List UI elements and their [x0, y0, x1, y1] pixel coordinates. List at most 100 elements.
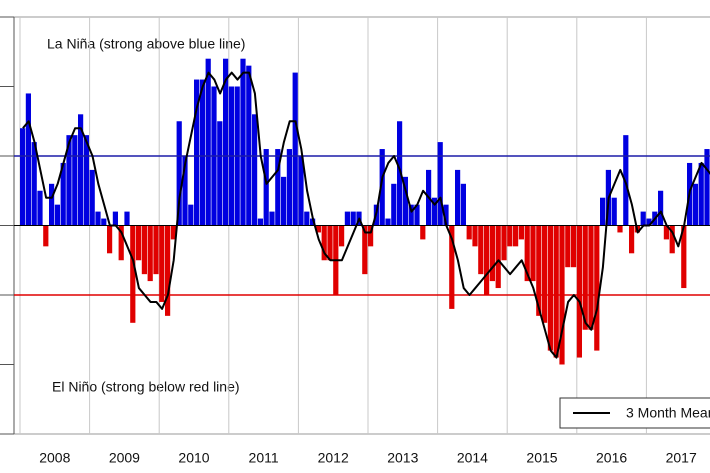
bar	[286, 149, 292, 226]
bar	[147, 225, 153, 282]
bar	[640, 211, 646, 226]
bar	[20, 128, 26, 226]
bar	[275, 149, 281, 226]
bar	[513, 225, 519, 247]
bar	[449, 225, 455, 309]
bar	[269, 211, 275, 226]
bar	[327, 225, 333, 261]
bar	[344, 211, 350, 226]
bar	[658, 190, 664, 226]
bar	[600, 197, 606, 226]
bar	[95, 211, 101, 226]
bar	[165, 225, 171, 316]
bar	[31, 142, 37, 226]
bar	[124, 211, 130, 226]
bar	[571, 225, 577, 268]
bar	[466, 225, 472, 240]
bar	[623, 135, 629, 226]
bar	[536, 225, 542, 316]
bar	[83, 135, 89, 226]
la-nina-note: La Niña (strong above blue line)	[47, 36, 245, 52]
bar	[408, 204, 414, 226]
bar	[397, 121, 403, 226]
bar	[663, 225, 669, 240]
bar	[484, 225, 490, 295]
bar	[339, 225, 345, 247]
x-tick-label: 2010	[178, 450, 209, 466]
bar	[78, 114, 84, 226]
x-tick-label: 2015	[526, 450, 557, 466]
bar	[66, 135, 72, 226]
bar	[611, 197, 617, 226]
bar	[252, 114, 258, 226]
bar	[199, 79, 205, 226]
x-tick-label: 2014	[457, 450, 488, 466]
x-tick-label: 2013	[387, 450, 418, 466]
bar	[530, 225, 536, 282]
bar	[43, 225, 49, 247]
bar	[112, 211, 118, 226]
bar	[176, 121, 182, 226]
bar	[182, 156, 188, 226]
x-tick-label: 2008	[39, 450, 70, 466]
bar	[281, 176, 287, 226]
bar	[431, 197, 437, 226]
bar	[588, 225, 594, 330]
bar	[25, 93, 31, 226]
bar	[542, 225, 548, 323]
bar	[692, 183, 698, 226]
legend-label: 3 Month Mean	[626, 405, 710, 421]
bar	[101, 218, 107, 226]
bar	[368, 225, 374, 247]
bar	[54, 204, 60, 226]
bar	[669, 225, 675, 254]
bar	[310, 218, 316, 226]
bar	[240, 58, 246, 226]
bar	[455, 169, 461, 226]
bar	[507, 225, 513, 247]
bar	[223, 58, 229, 226]
bar	[72, 135, 78, 226]
mean-line	[22, 71, 710, 359]
bar	[136, 225, 142, 261]
bar	[402, 176, 408, 226]
bar	[565, 225, 571, 268]
bar	[159, 225, 165, 302]
x-tick-label: 2011	[249, 450, 279, 466]
bar	[194, 79, 200, 226]
bar	[298, 156, 304, 226]
bar	[141, 225, 147, 275]
bar	[321, 225, 327, 261]
bar	[385, 218, 391, 226]
bar	[130, 225, 136, 323]
bar	[292, 72, 298, 226]
bar	[553, 225, 559, 358]
bar	[518, 225, 524, 240]
bar	[414, 204, 420, 226]
bar	[646, 218, 652, 226]
bar	[37, 190, 43, 226]
bar	[315, 225, 321, 233]
bar	[582, 225, 588, 330]
bar	[594, 225, 600, 351]
bar	[576, 225, 582, 358]
bar	[420, 225, 426, 240]
bar	[704, 149, 710, 226]
bar	[60, 162, 66, 226]
x-tick-label: 2012	[318, 450, 349, 466]
bar	[217, 121, 223, 226]
bar	[350, 211, 356, 226]
bar	[681, 225, 687, 289]
x-tick-label: 2016	[596, 450, 627, 466]
bar	[443, 204, 449, 226]
bar	[89, 169, 95, 226]
bar	[524, 225, 530, 282]
bar	[437, 142, 443, 226]
bar	[472, 225, 478, 247]
bar	[362, 225, 368, 275]
bar	[118, 225, 124, 261]
bar	[391, 183, 397, 226]
bar	[547, 225, 553, 351]
bar	[263, 149, 269, 226]
